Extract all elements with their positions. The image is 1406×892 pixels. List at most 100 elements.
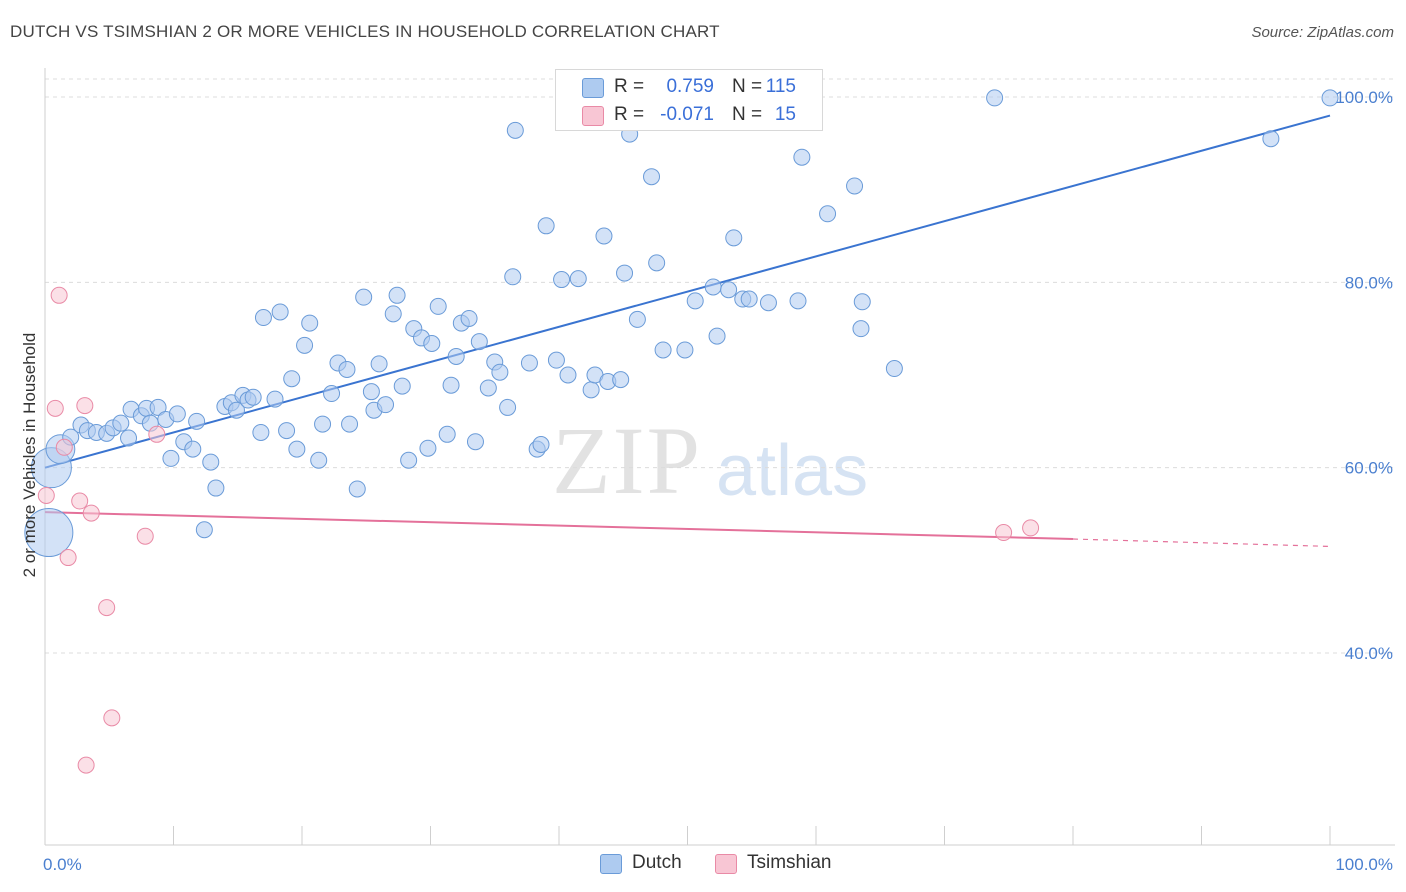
tsimshian-swatch: [582, 106, 604, 126]
dutch-point: [296, 336, 314, 354]
dutch-point: [120, 429, 138, 447]
dutch-point: [442, 376, 460, 394]
series-legend: Dutch Tsimshian: [0, 852, 1406, 878]
gridlines: [45, 78, 1395, 654]
legend-row-tsimshian: R = -0.071 N = 15: [556, 100, 822, 128]
dutch-point: [466, 433, 484, 451]
dutch-swatch: [582, 78, 604, 98]
n-value: 115: [765, 76, 796, 97]
dutch-point: [986, 89, 1004, 107]
dutch-point: [819, 205, 837, 223]
dutch-point: [559, 366, 577, 384]
dutch-point: [520, 354, 538, 372]
dutch-point: [793, 148, 811, 166]
dutch-trend-line: [44, 114, 1331, 469]
dutch-point: [1321, 89, 1339, 107]
x-tick-label: 0.0%: [43, 855, 82, 874]
tsimshian-trend-line: [44, 511, 1074, 541]
tsimshian-trend-extension: [1072, 538, 1331, 548]
tsimshian-legend-swatch: [715, 854, 737, 874]
source-credit: Source: ZipAtlas.com: [1251, 24, 1394, 41]
axes: [44, 68, 1395, 846]
dutch-point: [314, 415, 332, 433]
y-tick-label: 80.0%: [1345, 273, 1393, 292]
dutch-point: [628, 310, 646, 328]
dutch-point: [266, 390, 284, 408]
dutch-point: [438, 425, 456, 443]
dutch-point: [283, 370, 301, 388]
tsimshian-point: [46, 399, 64, 417]
tsimshian-point: [103, 709, 121, 727]
dutch-point: [720, 281, 738, 299]
dutch-point: [244, 388, 262, 406]
tsimshian-point: [71, 492, 89, 510]
dutch-point: [252, 423, 270, 441]
dutch-point: [504, 268, 522, 286]
dutch-point: [162, 449, 180, 467]
r-value: -0.071: [660, 104, 714, 125]
r-value: 0.759: [666, 76, 714, 97]
tsimshian-point: [136, 527, 154, 545]
dutch-point: [479, 379, 497, 397]
r-label: R =: [614, 76, 645, 97]
dutch-point: [648, 254, 666, 272]
dutch-point: [419, 439, 437, 457]
dutch-point: [388, 286, 406, 304]
tsimshian-point: [82, 504, 100, 522]
dutch-point: [227, 401, 245, 419]
dutch-point: [654, 341, 672, 359]
n-value: 15: [774, 104, 796, 125]
tsimshian-point: [98, 599, 116, 617]
tsimshian-point: [1022, 519, 1040, 537]
dutch-point: [310, 451, 328, 469]
n-label: N =: [732, 76, 763, 97]
tsimshian-point: [59, 549, 77, 567]
dutch-point: [429, 297, 447, 315]
dutch-point: [195, 521, 213, 539]
dutch-point: [553, 271, 571, 289]
tsimshian-point: [148, 425, 166, 443]
legend-label-tsimshian: Tsimshian: [747, 852, 832, 873]
correlation-legend: R = 0.759 N = 115 R = -0.071 N = 15: [555, 69, 823, 131]
dutch-point: [1262, 130, 1280, 148]
r-label: R =: [614, 104, 645, 125]
dutch-point: [708, 327, 726, 345]
dutch-point: [460, 309, 478, 327]
tsimshian-point: [37, 486, 55, 504]
dutch-point: [547, 351, 565, 369]
dutch-point: [338, 360, 356, 378]
legend-row-dutch: R = 0.759 N = 115: [556, 72, 822, 100]
dutch-point: [168, 405, 186, 423]
dutch-point: [288, 440, 306, 458]
dutch-point: [759, 294, 777, 312]
dutch-point: [207, 479, 225, 497]
dutch-point: [704, 278, 722, 296]
dutch-point: [323, 385, 341, 403]
dutch-point: [355, 288, 373, 306]
dutch-point: [254, 309, 272, 327]
y-tick-label: 60.0%: [1345, 459, 1393, 478]
legend-label-dutch: Dutch: [632, 852, 682, 873]
dutch-legend-swatch: [600, 854, 622, 874]
trend-lines: [44, 114, 1331, 548]
tsimshian-point: [995, 524, 1013, 542]
chart-title: DUTCH VS TSIMSHIAN 2 OR MORE VEHICLES IN…: [10, 22, 720, 41]
dutch-point: [846, 177, 864, 195]
dutch-point: [400, 451, 418, 469]
dutch-point: [341, 415, 359, 433]
dutch-point: [370, 355, 388, 373]
tsimshian-point: [77, 756, 95, 774]
dutch-point: [582, 381, 600, 399]
dutch-point: [616, 264, 634, 282]
dutch-point: [612, 371, 630, 389]
dutch-point: [852, 320, 870, 338]
dutch-point: [499, 398, 517, 416]
y-tick-label: 100.0%: [1335, 88, 1393, 107]
x-tick-label: 100.0%: [1335, 855, 1393, 874]
dutch-point: [491, 363, 509, 381]
x-tick-labels: 0.0% 100.0%: [43, 855, 1393, 874]
dutch-point: [569, 270, 587, 288]
dutch-point: [447, 347, 465, 365]
dutch-point: [184, 440, 202, 458]
y-tick-labels: 40.0% 60.0% 80.0% 100.0%: [1335, 88, 1393, 663]
